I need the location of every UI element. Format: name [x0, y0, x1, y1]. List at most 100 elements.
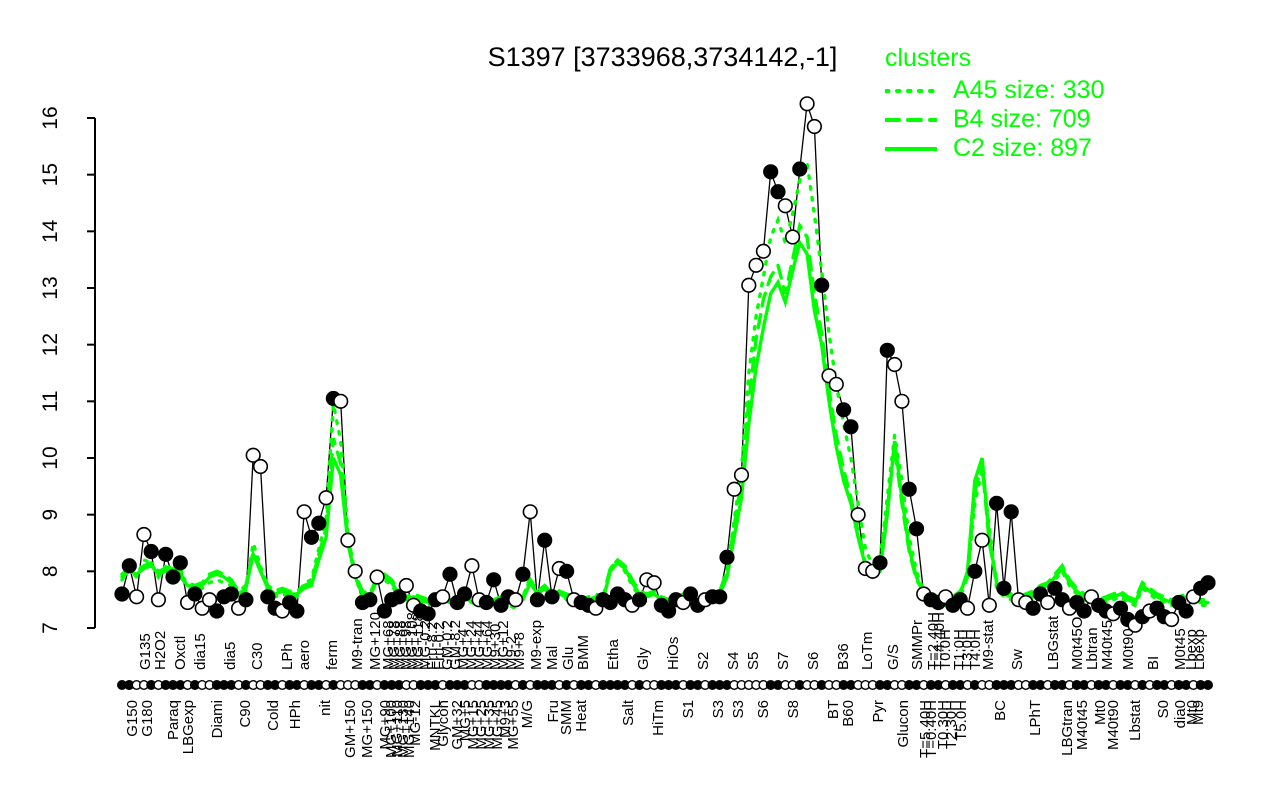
x-label-top: Mal: [544, 646, 561, 670]
data-point-filled: [362, 592, 378, 608]
x-label-top: G/S: [885, 644, 902, 670]
data-point-filled: [158, 546, 174, 562]
data-point-filled: [719, 549, 735, 565]
data-point-open: [646, 575, 662, 591]
x-label-bottom: Paraq: [165, 700, 182, 740]
x-label-top: LBGstat: [1045, 615, 1062, 670]
x-label-top: aero: [296, 640, 313, 670]
cluster-line-B4: [120, 221, 1210, 605]
x-label-bottom: BC: [992, 700, 1009, 721]
x-label-top: BI: [1145, 656, 1162, 670]
x-label-top: Glu: [560, 647, 577, 670]
x-label-top: MG+98: [398, 620, 415, 670]
data-point-filled: [529, 592, 546, 608]
data-point-filled: [1112, 600, 1129, 616]
data-point-filled: [558, 563, 575, 579]
x-label-bottom: MNTKL: [427, 700, 444, 751]
data-point-filled: [486, 572, 502, 588]
x-label-bottom: MG+15: [465, 700, 482, 750]
data-point-open: [333, 393, 349, 409]
data-point-filled: [209, 603, 225, 619]
legend-sample-dashed: [885, 117, 937, 122]
x-label-bottom: BT: [825, 700, 842, 719]
x-label-bottom: MG+100: [383, 700, 400, 758]
data-point-open: [340, 532, 356, 548]
cluster-line-C2: [120, 238, 1210, 608]
y-tick-label: 12: [39, 333, 62, 356]
x-label-bottom: HPh: [287, 700, 304, 729]
x-label-top: dia15: [192, 633, 209, 670]
x-label-top: T=4.40H: [931, 612, 948, 670]
y-tick-label: 11: [39, 390, 62, 412]
data-point-filled: [442, 566, 458, 582]
data-point-filled: [391, 589, 407, 605]
data-point-filled: [238, 592, 254, 608]
data-point-filled: [457, 586, 473, 602]
cluster-legend: clusters A45 size: 330 B4 size: 709 C2 siz…: [885, 44, 1105, 163]
x-label-top: LoTm: [859, 632, 876, 670]
x-label-top: GM-8.2: [447, 620, 464, 670]
data-point-filled: [1003, 504, 1019, 520]
x-label-top: Lbexp: [1183, 629, 1200, 670]
data-point-filled: [770, 184, 786, 200]
data-point-filled: [988, 495, 1005, 511]
x-label-top: Fru-0.2: [431, 622, 448, 670]
data-point-filled: [792, 161, 808, 177]
x-label-top: MG+108: [404, 612, 421, 670]
y-tick-label: 16: [39, 106, 62, 129]
legend-heading: clusters: [885, 44, 972, 72]
data-point-filled: [872, 555, 888, 571]
data-point-filled: [289, 603, 305, 619]
x-label-top: M40t45: [1099, 620, 1116, 670]
data-point-open: [435, 589, 451, 605]
x-label-bottom: MG+150: [359, 700, 376, 758]
data-point-open: [1163, 611, 1180, 628]
data-point-filled: [879, 342, 895, 358]
x-label-top: M0t45O: [1069, 617, 1086, 670]
x-label-top: Sw: [1009, 649, 1026, 670]
data-point-open: [318, 490, 334, 506]
x-label-top: B36: [835, 643, 852, 670]
x-label-top: M9-2: [503, 636, 520, 670]
data-point-open: [347, 563, 363, 579]
y-tick-label: 8: [39, 565, 62, 577]
data-point-filled: [1178, 603, 1194, 619]
legend-label: A45 size: 330: [953, 76, 1105, 104]
x-label-bottom: S3: [730, 700, 747, 718]
data-point-open: [748, 257, 764, 273]
x-label-bottom: G180: [139, 700, 156, 737]
x-label-top: T0:0H: [937, 629, 954, 670]
x-label-bottom: Lbstat: [1127, 699, 1144, 741]
x-label-bottom: Heat: [573, 699, 590, 732]
x-label-bottom: T=5.40H: [917, 700, 934, 758]
x-label-bottom: T=0.40H: [923, 700, 940, 758]
x-label-bottom: S6: [755, 700, 772, 718]
data-point-filled: [478, 594, 495, 611]
data-point-open: [959, 600, 976, 616]
legend-sample-dotted: [885, 88, 937, 93]
data-point-open: [806, 118, 823, 135]
x-label-bottom: MG+55: [505, 700, 522, 750]
x-label-bottom: T0.30H: [935, 700, 952, 749]
data-point-open: [894, 393, 910, 409]
x-label-bottom: G150: [124, 700, 141, 737]
x-label-bottom: MG+110: [389, 700, 406, 757]
y-tick-label: 10: [39, 446, 62, 469]
x-label-top: G135: [137, 633, 154, 670]
data-point-filled: [814, 277, 830, 293]
data-point-open: [1040, 594, 1056, 611]
x-label-bottom: Mt0: [1184, 700, 1201, 725]
rug-strip: [116, 680, 1213, 691]
data-point-open: [799, 96, 815, 112]
y-tick-label: 15: [39, 163, 62, 186]
x-label-bottom: M40t45: [1074, 700, 1091, 750]
x-label-top: MG+64: [479, 620, 496, 670]
data-point-open: [828, 376, 844, 392]
x-label-bottom: B60: [840, 700, 857, 727]
legend-entry-C2: C2 size: 897: [885, 134, 1105, 163]
x-label-top: M0t90: [1120, 628, 1137, 670]
x-label-top: T1:0H: [951, 629, 968, 670]
x-label-bottom: MG+25: [473, 700, 490, 750]
